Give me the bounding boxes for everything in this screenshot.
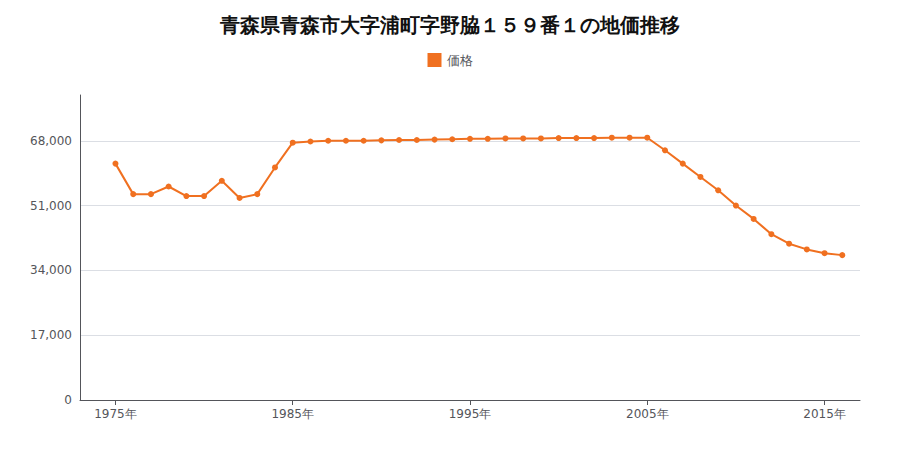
svg-text:34,000: 34,000 (30, 263, 72, 277)
svg-text:2015年: 2015年 (803, 407, 846, 421)
svg-text:青森県青森市大字浦町字野脇１５９番１の地価推移: 青森県青森市大字浦町字野脇１５９番１の地価推移 (219, 13, 680, 37)
svg-text:51,000: 51,000 (30, 199, 72, 213)
svg-text:1995年: 1995年 (449, 407, 492, 421)
svg-text:1985年: 1985年 (271, 407, 314, 421)
svg-text:0: 0 (64, 393, 72, 407)
svg-text:価格: 価格 (447, 53, 473, 68)
svg-text:68,000: 68,000 (30, 134, 72, 148)
svg-text:17,000: 17,000 (30, 328, 72, 342)
svg-text:1975年: 1975年 (94, 407, 137, 421)
svg-text:2005年: 2005年 (626, 407, 669, 421)
